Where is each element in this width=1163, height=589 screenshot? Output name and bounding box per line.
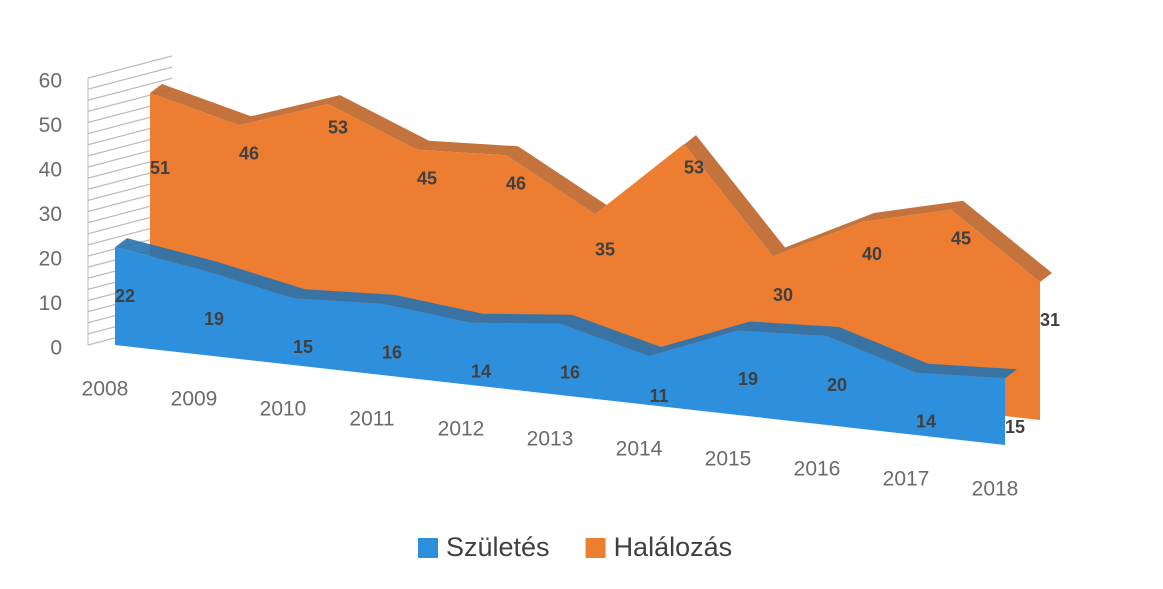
data-label: 16 [560, 363, 580, 383]
x-tick-label: 2010 [260, 398, 307, 421]
data-label: 15 [293, 337, 313, 357]
data-label: 11 [649, 386, 668, 406]
data-label: 53 [328, 118, 348, 138]
y-tick-label: 0 [50, 337, 62, 360]
y-tick-label: 50 [39, 114, 62, 137]
data-label: 35 [595, 240, 615, 260]
data-label: 45 [417, 168, 437, 188]
data-label: 22 [115, 286, 135, 306]
y-tick-label: 30 [39, 203, 62, 226]
grid-line [87, 66, 173, 90]
data-label: 45 [951, 228, 971, 248]
area-top [115, 238, 1017, 379]
x-tick-label: 2012 [438, 418, 485, 441]
x-tick-label: 2016 [794, 458, 841, 481]
data-label: 19 [738, 369, 758, 389]
data-label: 20 [827, 375, 847, 395]
y-tick-label: 10 [39, 292, 62, 315]
x-tick-label: 2015 [705, 448, 752, 471]
legend-swatch [418, 538, 438, 558]
legend-label: Születés [446, 532, 550, 562]
x-tick-label: 2013 [527, 428, 574, 451]
data-label: 14 [916, 411, 936, 431]
legend-swatch [585, 538, 606, 558]
x-tick-label: 2009 [171, 388, 218, 411]
area [115, 247, 1005, 445]
data-label: 31 [1040, 310, 1060, 330]
data-label: 15 [1005, 417, 1025, 437]
x-tick-label: 2017 [883, 468, 930, 491]
data-label: 51 [150, 158, 170, 178]
data-label: 30 [773, 285, 793, 305]
legend-label: Halálozás [614, 532, 733, 562]
x-tick-label: 2011 [349, 408, 394, 431]
area-top [150, 84, 1052, 283]
grid-line [87, 77, 173, 101]
data-label: 14 [471, 361, 491, 381]
x-tick-label: 2018 [972, 478, 1019, 501]
y-tick-label: 40 [39, 159, 62, 182]
data-label: 46 [239, 143, 259, 163]
grid-line [87, 55, 173, 79]
data-label: 19 [204, 309, 224, 329]
data-label: 16 [382, 343, 402, 363]
x-tick-label: 2014 [616, 438, 663, 461]
data-label: 46 [506, 173, 526, 193]
y-tick-label: 20 [39, 248, 62, 271]
y-tick-label: 60 [39, 70, 62, 93]
x-tick-label: 2008 [82, 378, 129, 401]
data-label: 53 [684, 158, 704, 178]
data-label: 40 [862, 244, 882, 264]
